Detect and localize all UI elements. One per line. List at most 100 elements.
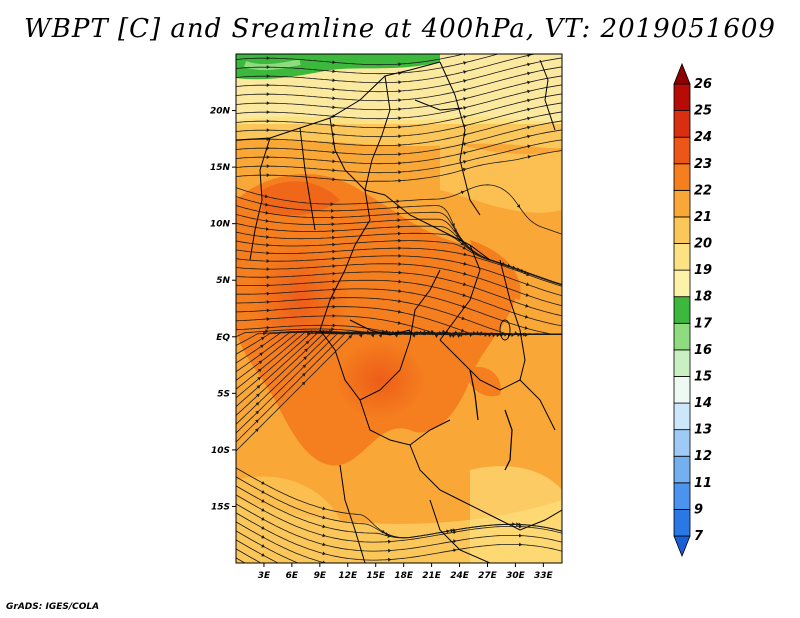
streamline-arrow-icon: [332, 256, 336, 261]
streamline-arrow-icon: [463, 70, 467, 74]
x-tick-label: 21E: [422, 571, 442, 581]
country-border: [439, 244, 481, 341]
streamline-arrow-icon: [261, 553, 265, 557]
streamline-arrow-icon: [266, 56, 270, 61]
y-tick-label: 15N: [210, 163, 231, 173]
streamline: [236, 494, 562, 543]
streamline-arrow-icon: [310, 329, 315, 334]
streamline-arrow-icon: [398, 289, 402, 293]
streamline-arrow-icon: [266, 283, 270, 288]
country-border: [359, 399, 451, 446]
streamline-arrow-icon: [332, 296, 336, 300]
streamline-arrow-icon: [527, 89, 531, 94]
streamline-arrow-icon: [260, 336, 265, 341]
colorbar-label: 14: [694, 396, 712, 411]
streamline-arrow-icon: [451, 334, 456, 339]
streamline: [236, 54, 500, 75]
country-border: [439, 339, 521, 391]
streamline-arrow-icon: [332, 271, 336, 276]
streamline-arrow-icon: [453, 530, 457, 535]
x-tick-label: 3E: [258, 571, 271, 581]
streamline-arrow-icon: [462, 245, 467, 250]
colorbar-box: [673, 189, 691, 218]
colorbar-label: 20: [694, 237, 712, 252]
streamline-arrow-icon: [263, 331, 267, 336]
colorbar-box: [673, 402, 691, 431]
streamline-arrow-icon: [463, 106, 467, 110]
colorbar-box: [673, 216, 691, 244]
streamline-arrow-icon: [463, 151, 467, 155]
colorbar-high-extension: [673, 62, 691, 85]
streamline-arrow-icon: [266, 275, 270, 280]
streamline-arrow-icon: [398, 143, 402, 148]
streamline-arrow-icon: [463, 271, 467, 276]
y-tick-label: 10S: [211, 446, 230, 456]
streamline: [236, 557, 246, 563]
streamline-arrow-icon: [461, 316, 466, 321]
streamline-arrow-icon: [397, 218, 401, 223]
streamline-arrow-icon: [463, 142, 467, 146]
streamline-arrow-icon: [468, 333, 473, 338]
country-border: [414, 99, 463, 111]
lake-outline: [469, 369, 479, 421]
streamline-arrow-icon: [518, 533, 523, 538]
country-border: [319, 329, 401, 401]
streamline-arrow-icon: [332, 287, 336, 292]
streamline-arrow-icon: [516, 204, 521, 208]
streamline-arrow-icon: [398, 231, 402, 236]
colorbar-label: 12: [694, 449, 712, 464]
streamline-arrow-icon: [266, 259, 270, 264]
colorbar-label: 17: [694, 316, 713, 331]
streamline: [236, 54, 466, 66]
x-tick-label: 15E: [366, 571, 386, 581]
map-frame: [235, 53, 563, 564]
streamline-arrow-icon: [527, 80, 531, 85]
x-tick-label: 30E: [506, 571, 526, 581]
colorbar-label: 25: [694, 104, 712, 119]
streamline-arrow-icon: [261, 499, 265, 503]
streamline-arrow-icon: [398, 134, 402, 139]
streamline-arrow-icon: [396, 205, 401, 210]
streamline: [236, 271, 562, 317]
map-title: WBPT [C] and Sreamline at 400hPa, VT: 20…: [24, 14, 776, 44]
streamline-arrow-icon: [463, 252, 468, 257]
streamline-arrow-icon: [332, 313, 336, 318]
streamline-arrow-icon: [261, 517, 265, 521]
streamline-arrow-icon: [322, 551, 326, 556]
y-tick-label: 5N: [216, 276, 230, 286]
streamline-arrow-icon: [462, 293, 467, 297]
streamline-arrow-icon: [254, 428, 259, 433]
streamline-arrow-icon: [398, 299, 402, 303]
streamline-arrow-icon: [301, 372, 306, 377]
streamline-arrow-icon: [331, 222, 335, 227]
country-border: [479, 509, 562, 531]
country-border: [364, 75, 391, 191]
country-border: [299, 127, 316, 231]
streamline-arrow-icon: [305, 340, 310, 345]
streamline-arrow-icon: [266, 65, 270, 70]
streamline-arrow-icon: [451, 223, 455, 227]
streamline-arrow-icon: [462, 282, 467, 286]
streamline-arrow-icon: [527, 125, 531, 130]
streamline-arrow-icon: [331, 229, 336, 233]
streamline-arrow-icon: [460, 241, 465, 246]
x-tick-label: 27E: [478, 571, 498, 581]
streamline-arrow-icon: [388, 548, 392, 553]
streamline-arrow-icon: [398, 80, 402, 85]
streamline-arrow-icon: [261, 490, 265, 494]
streamline-arrow-icon: [455, 233, 460, 238]
streamline-arrow-icon: [255, 410, 259, 415]
colorbar-box: [673, 482, 691, 510]
colorbar-box: [673, 269, 691, 298]
colorbar-label: 24: [694, 130, 712, 145]
streamline-arrow-icon: [322, 515, 326, 520]
streamline-arrow-icon: [332, 114, 336, 119]
streamline-arrow-icon: [322, 533, 326, 538]
streamline-arrow-icon: [398, 125, 402, 130]
country-border: [399, 269, 441, 371]
streamline-arrow-icon: [266, 110, 270, 115]
streamline: [236, 331, 531, 443]
lake-outline: [499, 319, 511, 341]
streamline-arrow-icon: [398, 116, 402, 121]
streamline: [236, 521, 328, 563]
